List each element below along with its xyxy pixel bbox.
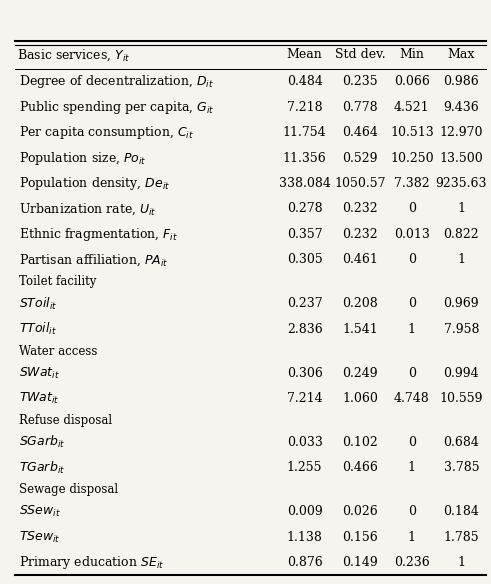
Text: 10.513: 10.513: [390, 126, 434, 139]
Text: 10.250: 10.250: [390, 151, 434, 165]
Text: Basic services, $Y_{it}$: Basic services, $Y_{it}$: [17, 47, 131, 62]
Text: 9.436: 9.436: [443, 100, 479, 114]
Text: 0.232: 0.232: [342, 228, 378, 241]
Text: 0.184: 0.184: [443, 505, 479, 518]
Text: 0: 0: [408, 505, 416, 518]
Text: 9235.63: 9235.63: [436, 177, 487, 190]
Text: 0.156: 0.156: [342, 530, 378, 544]
Text: $TGarb_{it}$: $TGarb_{it}$: [19, 460, 65, 476]
Text: 0: 0: [408, 253, 416, 266]
Text: 0.102: 0.102: [342, 436, 378, 449]
Text: $TWat_{it}$: $TWat_{it}$: [19, 391, 59, 406]
Text: 0.033: 0.033: [287, 436, 323, 449]
Text: 0.684: 0.684: [443, 436, 479, 449]
Text: 0.529: 0.529: [342, 151, 378, 165]
Text: 0.237: 0.237: [287, 297, 323, 310]
Text: 7.958: 7.958: [443, 323, 479, 336]
Text: 0.009: 0.009: [287, 505, 323, 518]
Text: Ethnic fragmentation, $F_{it}$: Ethnic fragmentation, $F_{it}$: [19, 226, 178, 243]
Text: 1.785: 1.785: [443, 530, 479, 544]
Text: 1.541: 1.541: [342, 323, 378, 336]
Text: 1: 1: [408, 323, 416, 336]
Text: 7.218: 7.218: [287, 100, 323, 114]
Text: 0.466: 0.466: [342, 461, 378, 474]
Text: $SSew_{it}$: $SSew_{it}$: [19, 504, 60, 519]
Text: 1050.57: 1050.57: [334, 177, 386, 190]
Text: Per capita consumption, $C_{it}$: Per capita consumption, $C_{it}$: [19, 124, 193, 141]
Text: Max: Max: [448, 48, 475, 61]
Text: 0.484: 0.484: [287, 75, 323, 88]
Text: 0: 0: [408, 297, 416, 310]
Text: Population size, $Po_{it}$: Population size, $Po_{it}$: [19, 150, 146, 166]
Text: 1: 1: [457, 556, 465, 569]
Text: 0.149: 0.149: [342, 556, 378, 569]
Text: 0.236: 0.236: [394, 556, 430, 569]
Text: Partisan affiliation, $PA_{it}$: Partisan affiliation, $PA_{it}$: [19, 252, 168, 267]
Text: 1.255: 1.255: [287, 461, 323, 474]
Text: 0.306: 0.306: [287, 367, 323, 380]
Text: 338.084: 338.084: [279, 177, 330, 190]
Text: Std dev.: Std dev.: [335, 48, 385, 61]
Text: 0: 0: [408, 203, 416, 215]
Text: 0.278: 0.278: [287, 203, 323, 215]
Text: 0.013: 0.013: [394, 228, 430, 241]
Text: 1.060: 1.060: [342, 392, 378, 405]
Text: 1: 1: [408, 530, 416, 544]
Text: 0.986: 0.986: [443, 75, 479, 88]
Text: 12.970: 12.970: [439, 126, 483, 139]
Text: 0.461: 0.461: [342, 253, 378, 266]
Text: 11.754: 11.754: [283, 126, 327, 139]
Text: 0.026: 0.026: [342, 505, 378, 518]
Text: 0.464: 0.464: [342, 126, 378, 139]
Text: 1: 1: [457, 203, 465, 215]
Text: 0.232: 0.232: [342, 203, 378, 215]
Text: Refuse disposal: Refuse disposal: [19, 414, 112, 427]
Text: 0: 0: [408, 436, 416, 449]
Text: Urbanization rate, $U_{it}$: Urbanization rate, $U_{it}$: [19, 201, 156, 217]
Text: 4.748: 4.748: [394, 392, 430, 405]
Text: 0.235: 0.235: [342, 75, 378, 88]
Text: 13.500: 13.500: [439, 151, 483, 165]
Text: 0: 0: [408, 367, 416, 380]
Text: 0.357: 0.357: [287, 228, 323, 241]
Text: 0.249: 0.249: [342, 367, 378, 380]
Text: $SWat_{it}$: $SWat_{it}$: [19, 366, 59, 381]
Text: 0.305: 0.305: [287, 253, 323, 266]
Text: $SToil_{it}$: $SToil_{it}$: [19, 296, 57, 312]
Text: 0.994: 0.994: [443, 367, 479, 380]
Text: Sewage disposal: Sewage disposal: [19, 483, 118, 496]
Text: 0.822: 0.822: [443, 228, 479, 241]
Text: 1: 1: [408, 461, 416, 474]
Text: Min: Min: [399, 48, 424, 61]
Text: 11.356: 11.356: [283, 151, 327, 165]
Text: 0.969: 0.969: [443, 297, 479, 310]
Text: 7.214: 7.214: [287, 392, 323, 405]
Text: 7.382: 7.382: [394, 177, 430, 190]
Text: 0.066: 0.066: [394, 75, 430, 88]
Text: Public spending per capita, $G_{it}$: Public spending per capita, $G_{it}$: [19, 99, 214, 116]
Text: 3.785: 3.785: [443, 461, 479, 474]
Text: Toilet facility: Toilet facility: [19, 275, 96, 288]
Text: Water access: Water access: [19, 345, 97, 357]
Text: $TToil_{it}$: $TToil_{it}$: [19, 321, 56, 337]
Text: Population density, $De_{it}$: Population density, $De_{it}$: [19, 175, 170, 192]
Text: 1.138: 1.138: [287, 530, 323, 544]
Text: 1: 1: [457, 253, 465, 266]
Text: 2.836: 2.836: [287, 323, 323, 336]
Text: 0.876: 0.876: [287, 556, 323, 569]
Text: 0.208: 0.208: [342, 297, 378, 310]
Text: Degree of decentralization, $D_{it}$: Degree of decentralization, $D_{it}$: [19, 73, 214, 90]
Text: 0.778: 0.778: [342, 100, 378, 114]
Text: $TSew_{it}$: $TSew_{it}$: [19, 530, 60, 545]
Text: Mean: Mean: [287, 48, 323, 61]
Text: 4.521: 4.521: [394, 100, 430, 114]
Text: $SGarb_{it}$: $SGarb_{it}$: [19, 434, 65, 450]
Text: 10.559: 10.559: [439, 392, 483, 405]
Text: Primary education $SE_{it}$: Primary education $SE_{it}$: [19, 554, 164, 571]
